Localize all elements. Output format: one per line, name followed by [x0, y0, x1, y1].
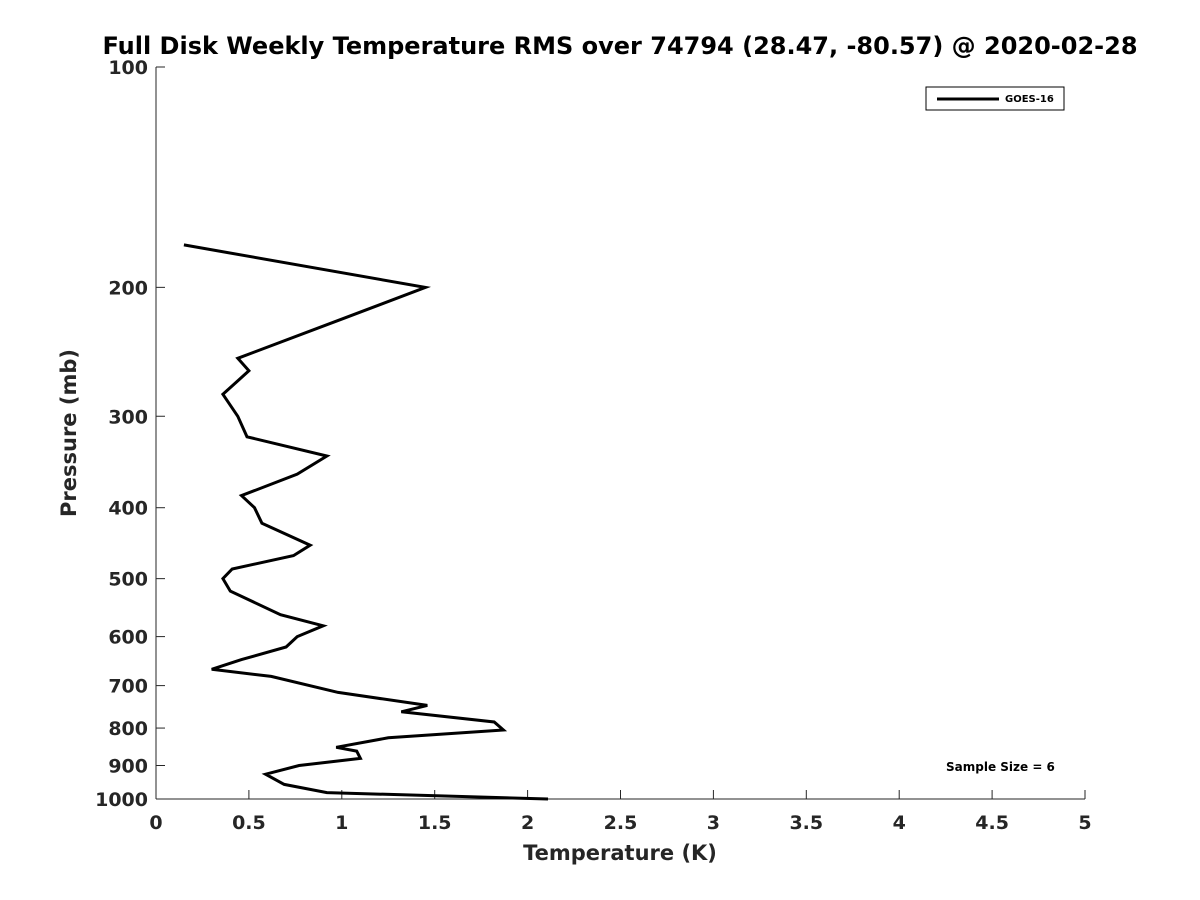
sample-size-annotation: Sample Size = 6 — [946, 760, 1055, 774]
legend: GOES-16 — [925, 86, 1065, 111]
x-tick-label: 3 — [707, 812, 720, 834]
y-axis-label: Pressure (mb) — [57, 349, 81, 517]
x-tick-label: 1.5 — [418, 812, 452, 834]
x-tick-label: 5 — [1078, 812, 1091, 834]
x-tick-label: 2 — [521, 812, 534, 834]
x-tick-label: 4.5 — [975, 812, 1009, 834]
x-tick-label: 4 — [893, 812, 906, 834]
chart-title: Full Disk Weekly Temperature RMS over 74… — [102, 32, 1137, 60]
y-tick-label: 600 — [108, 627, 148, 649]
x-tick-label: 1 — [335, 812, 348, 834]
x-ticks: 0 0.5 1 1.5 2 2.5 3 3.5 4 4.5 5 — [149, 790, 1092, 834]
x-tick-label: 2.5 — [604, 812, 638, 834]
x-tick-label: 0 — [149, 812, 162, 834]
y-tick-label: 500 — [108, 569, 148, 591]
y-tick-label: 400 — [108, 498, 148, 520]
y-tick-label: 100 — [108, 57, 148, 79]
x-tick-label: 0.5 — [232, 812, 266, 834]
y-tick-label: 300 — [108, 406, 148, 428]
x-tick-label: 3.5 — [789, 812, 823, 834]
legend-label: GOES-16 — [1005, 94, 1054, 105]
y-tick-label: 700 — [108, 676, 148, 698]
y-tick-label: 1000 — [95, 789, 148, 811]
y-tick-label: 800 — [108, 718, 148, 740]
y-ticks: 100 200 300 400 500 600 700 800 900 1000 — [95, 57, 165, 811]
y-tick-label: 200 — [108, 277, 148, 299]
series-group — [183, 243, 549, 801]
series-line-goes-16 — [183, 243, 549, 801]
y-tick-label: 900 — [108, 756, 148, 778]
x-axis-label: Temperature (K) — [523, 841, 717, 865]
